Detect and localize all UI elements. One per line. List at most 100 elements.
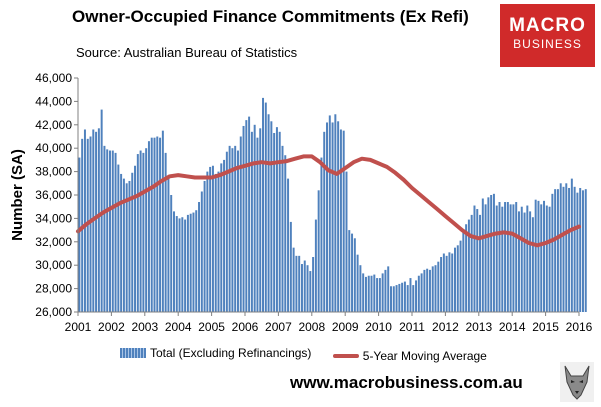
bar [479,214,482,312]
bar [423,269,426,312]
bar [303,260,306,312]
bar [359,265,362,312]
bar [581,190,584,312]
legend-line-swatch [332,354,359,358]
chart-title: Owner-Occupied Finance Commitments (Ex R… [72,7,469,26]
bar [467,219,470,312]
bar [409,278,412,312]
bar [198,202,201,312]
legend-bar-swatch [120,348,146,358]
bar [370,275,373,312]
bar [211,165,214,312]
bar [373,274,376,312]
bar [273,132,276,312]
bar [95,131,98,312]
bar [239,136,242,312]
bar [562,186,565,312]
bar [184,219,187,312]
bar [206,171,209,312]
bar [120,173,123,312]
bar [545,205,548,312]
bar [417,275,420,312]
bar [161,130,164,312]
bar [565,183,568,312]
bar [234,145,237,312]
bar [181,217,184,312]
bar [512,204,515,312]
bar [312,257,315,312]
bar [245,120,248,313]
footer-url[interactable]: www.macrobusiness.com.au [290,373,523,392]
y-tick-label: 32,000 [35,235,72,249]
bar [398,283,401,312]
bar [323,131,326,312]
bar [142,152,145,312]
bar [362,273,365,312]
bar [495,205,498,312]
bar [353,238,356,312]
bar [428,269,431,312]
bar [540,204,543,312]
bar [554,189,557,312]
bar [147,141,150,312]
x-tick-label: 2015 [532,320,559,334]
bar [295,255,298,312]
bar [125,183,128,312]
bar [506,202,509,312]
bar [376,278,379,312]
bar [579,187,582,312]
y-tick-label: 42,000 [35,118,72,132]
bar [320,157,323,312]
bar [490,195,493,312]
bar [445,255,448,312]
x-tick-label: 2013 [465,320,492,334]
bar [526,205,529,312]
bar [186,214,189,312]
bar [106,149,109,312]
bar [456,245,459,312]
bar [189,213,192,312]
bar [300,264,303,312]
bar [248,116,251,312]
x-tick-label: 2001 [65,320,92,334]
bar [134,165,137,312]
bar [523,212,526,312]
bar [406,285,409,312]
wolf-icon [560,362,594,402]
bar [164,152,167,312]
macrobusiness-logo: MACRO BUSINESS [500,4,595,67]
bar [568,187,571,312]
bar [220,163,223,312]
bar [145,148,148,312]
bar [473,205,476,312]
bar [173,211,175,312]
bar [100,109,103,312]
bar [415,280,418,312]
bar [250,131,253,312]
bar [520,206,523,312]
bar [275,127,278,312]
bar [378,278,381,312]
bar [242,125,245,312]
bar [117,164,120,312]
bar [292,247,295,312]
legend-item-total: Total (Excluding Refinancings) [120,346,311,360]
bar [515,202,518,312]
x-tick-label: 2011 [399,320,425,334]
bar [214,173,217,312]
bar [431,266,434,312]
bar [337,121,340,312]
bar [284,155,287,312]
bar [170,195,173,312]
y-tick-label: 36,000 [35,188,72,202]
bar [501,206,504,312]
x-tick-label: 2005 [198,320,225,334]
bar [200,191,203,312]
bar [573,186,576,312]
y-tick-label: 34,000 [35,211,72,225]
bar [97,128,100,312]
bar [462,232,465,312]
x-tick-label: 2003 [131,320,158,334]
bar [392,286,395,312]
bar [517,211,520,312]
